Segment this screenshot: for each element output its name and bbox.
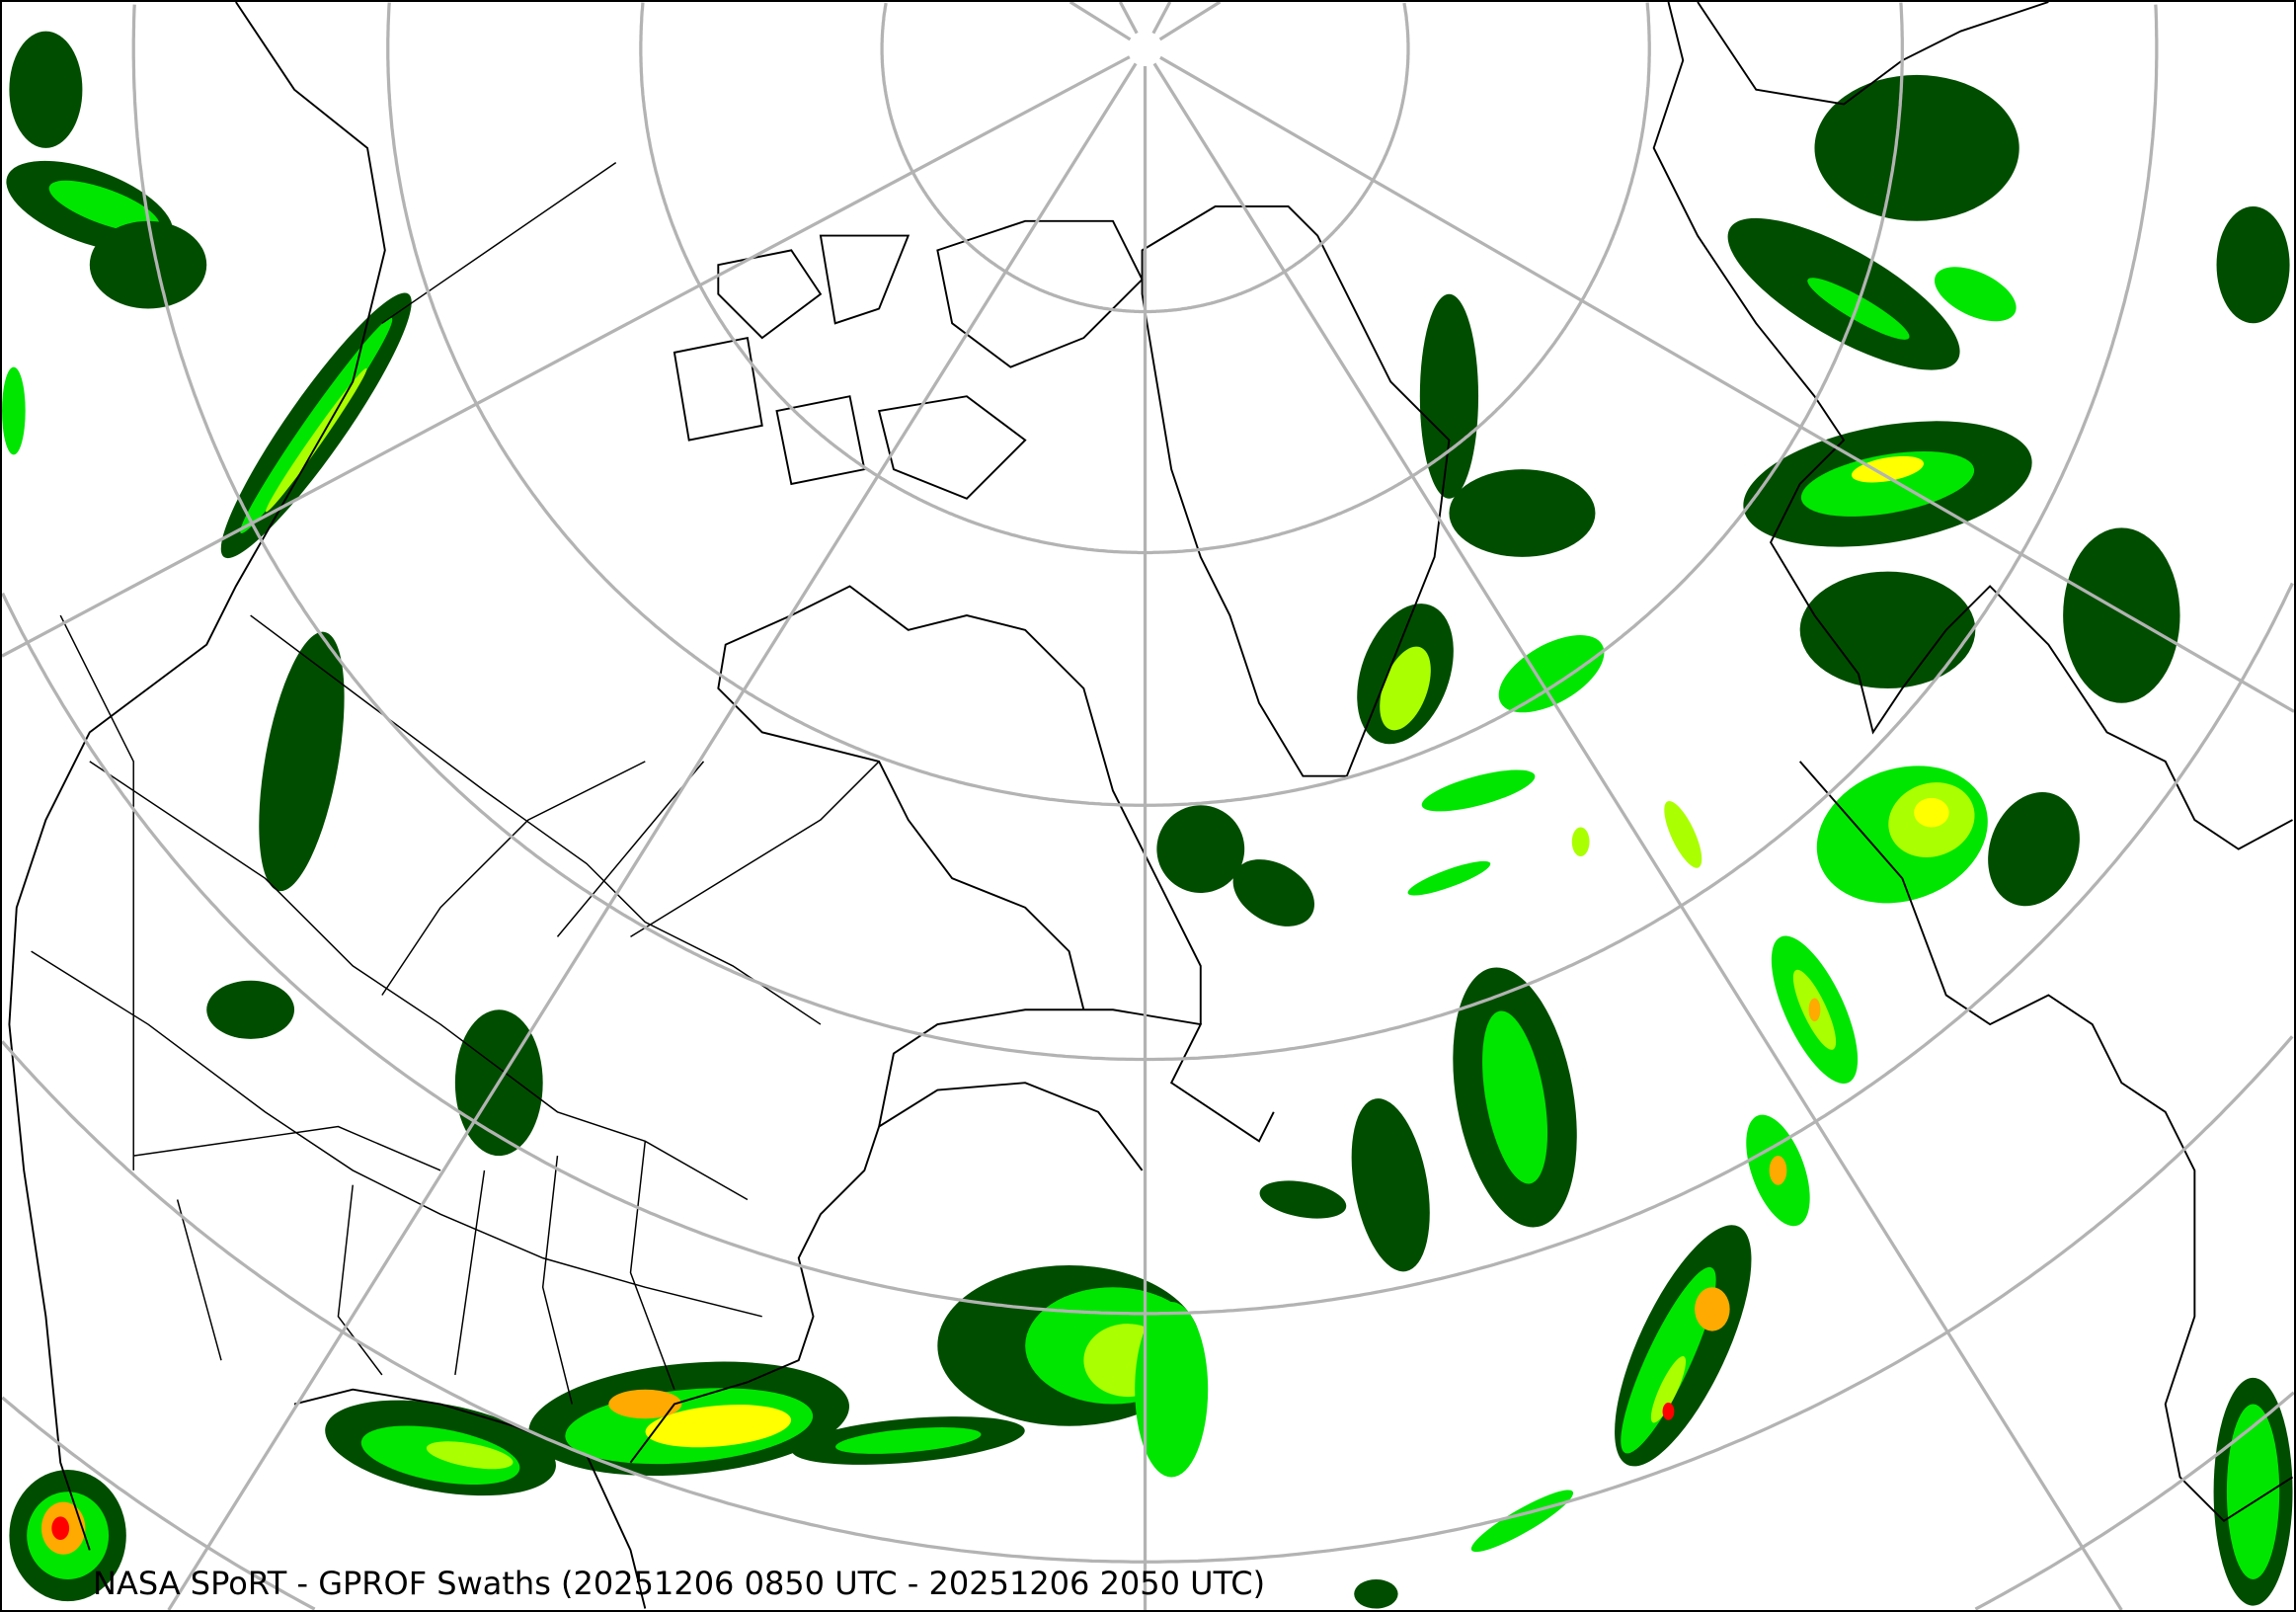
precip-area: [1799, 571, 1976, 688]
meridian-line: [2, 55, 1131, 658]
precip-area: [1769, 1156, 1787, 1185]
meridian-line: [167, 62, 1138, 1610]
latitude-circle: [2, 1035, 2294, 1564]
precip-area: [1664, 800, 1702, 868]
precip-area: [2216, 206, 2290, 324]
map-caption: NASA SPoRT - GPROF Swaths (20251206 0850…: [93, 1565, 1266, 1602]
precip-area: [1662, 1403, 1675, 1420]
precip-area: [259, 631, 345, 892]
precip-area: [1621, 1266, 1716, 1454]
europe-coast: [1652, 2, 2294, 1523]
coastlines-and-borders: [8, 2, 2294, 1609]
precip-area: [1914, 797, 1949, 828]
precip-area: [1259, 1180, 1347, 1219]
north-america-coast: [8, 2, 1275, 1609]
precip-area: [2063, 527, 2180, 703]
meridian-line: [1159, 55, 2294, 713]
precip-area: [426, 1441, 514, 1470]
precip-area: [835, 1427, 982, 1454]
precip-area: [1851, 455, 1924, 483]
precip-area: [206, 980, 295, 1039]
precip-area: [1934, 267, 2017, 322]
precip-area: [1232, 859, 1315, 927]
latitude-circle: [2, 582, 2294, 1316]
precip-area: [1808, 998, 1821, 1022]
precip-area: [1470, 1490, 1574, 1553]
greenland-coast: [1141, 205, 1451, 777]
latitude-circle: [2, 1391, 2294, 1610]
precip-area: [645, 1405, 792, 1448]
precip-area: [1498, 635, 1605, 713]
latitude-circle: [880, 2, 1410, 314]
precip-area: [1449, 469, 1596, 557]
precip-area: [89, 220, 207, 309]
precip-area: [1407, 860, 1491, 896]
precip-area: [48, 180, 160, 233]
precip-area: [1380, 646, 1431, 731]
meridian-line: [1158, 2, 1222, 41]
meridian-line: [1152, 62, 2123, 1610]
state-province-borders: [31, 162, 880, 1405]
precip-area: [2226, 1404, 2280, 1579]
precip-area: [608, 1389, 682, 1419]
precip-area: [1351, 1098, 1430, 1272]
precip-area: [1419, 293, 1479, 499]
precip-area: [1571, 827, 1590, 857]
meridian-line: [1118, 2, 1139, 35]
latitude-circle: [386, 2, 1904, 807]
precip-area: [240, 317, 393, 534]
precip-area: [1988, 792, 2080, 907]
precip-area: [1814, 74, 2019, 221]
precip-area: [1807, 278, 1910, 340]
precip-area: [9, 31, 83, 148]
precip-area: [1421, 769, 1536, 812]
precip-area: [1650, 1356, 1687, 1423]
precip-area: [1695, 1287, 1730, 1331]
precip-area: [1482, 1010, 1548, 1184]
precip-area: [2, 366, 26, 455]
meridian-line: [1151, 2, 1172, 35]
precip-area: [266, 367, 367, 513]
meridian-line: [1069, 2, 1132, 41]
precip-area: [1354, 1578, 1398, 1609]
precipitation-swaths: [2, 31, 2293, 1609]
latitude-circle: [639, 2, 1651, 555]
precip-area: [51, 1516, 70, 1541]
precip-area: [1135, 1302, 1209, 1478]
precip-area: [1156, 805, 1245, 893]
